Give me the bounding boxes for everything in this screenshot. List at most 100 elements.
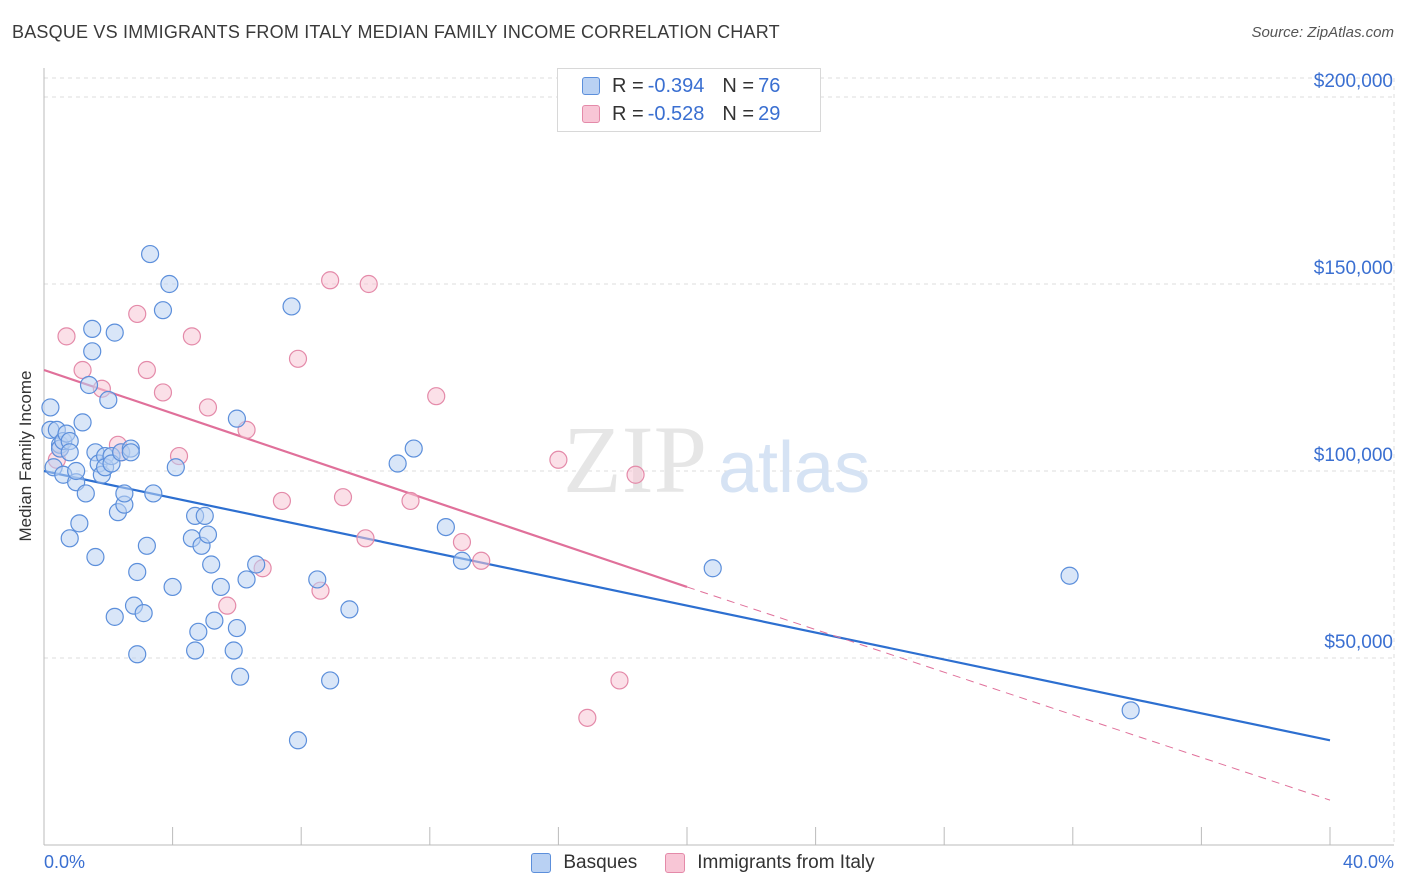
basque-point [60, 529, 79, 548]
italy-point [549, 450, 568, 469]
basque-legend-swatch [531, 853, 552, 873]
italy-trend-line [43, 368, 688, 588]
italy-point [272, 491, 292, 511]
basque-point [76, 484, 95, 503]
basque-swatch [582, 77, 600, 95]
watermark: ZIP atlas [563, 406, 870, 513]
r-label: R = [612, 102, 644, 125]
basque-point [140, 244, 160, 264]
legend-item-basques[interactable]: Basques [531, 852, 637, 874]
legend-row-basques: R = -0.394 N = 76 [582, 73, 798, 99]
basque-point [67, 461, 86, 481]
italy-point [578, 708, 597, 727]
axes [43, 68, 1394, 846]
basque-point [86, 547, 105, 567]
basque-point [205, 611, 224, 630]
basque-legend-label: Basques [563, 852, 638, 873]
basque-point [73, 413, 92, 432]
italy-point [356, 529, 375, 548]
basque-point [153, 301, 173, 320]
series-legend: Basques Immigrants from Italy [0, 852, 1406, 874]
italy-point [610, 671, 629, 690]
italy-point [128, 304, 147, 324]
y-tick-label: $150,000 [1314, 258, 1393, 279]
basque-point [231, 667, 250, 686]
basque-point [1060, 566, 1079, 585]
basque-point [321, 671, 340, 690]
basque-point [227, 618, 246, 638]
basque-point [83, 342, 102, 361]
stats-legend: R = -0.394 N = 76 R = -0.528 N = 29 [557, 68, 821, 132]
italy-point [153, 383, 173, 402]
legend-item-italy[interactable]: Immigrants from Italy [665, 852, 875, 874]
basque-point [436, 517, 455, 537]
italy-point [626, 465, 645, 484]
italy-swatch [582, 105, 600, 123]
watermark-atlas: atlas [718, 428, 870, 508]
y-tick-label: $200,000 [1314, 71, 1393, 92]
italy-point [182, 327, 201, 346]
basque-point [137, 536, 156, 555]
legend-row-italy: R = -0.528 N = 29 [582, 101, 798, 127]
italy-point [452, 532, 472, 552]
basque-point [224, 641, 243, 660]
basque-r-value: -0.394 [647, 74, 705, 97]
italy-point [333, 488, 353, 507]
basque-point [340, 600, 359, 619]
basque-point [134, 604, 153, 623]
y-tick-label: $100,000 [1314, 445, 1393, 466]
basque-point [404, 439, 423, 458]
watermark-zip: ZIP [563, 406, 707, 513]
italy-point [73, 360, 92, 380]
n-label: N = [722, 102, 755, 125]
basque-point [308, 570, 327, 589]
basque-point [211, 577, 230, 597]
basque-point [195, 506, 214, 525]
data-points [41, 244, 1140, 750]
x-tick-label-min: 0.0% [44, 852, 85, 872]
italy-point [57, 327, 76, 346]
italy-point [218, 596, 237, 615]
basque-point [166, 458, 185, 477]
italy-point [137, 360, 156, 380]
italy-r-value: -0.528 [647, 102, 705, 125]
basque-point [83, 319, 102, 338]
basque-n-value: 76 [758, 74, 781, 97]
italy-point [427, 387, 446, 406]
basque-point [189, 622, 208, 641]
basque-point [105, 323, 124, 342]
r-label: R = [612, 74, 644, 97]
basque-point [121, 443, 140, 462]
italy-n-value: 29 [758, 102, 781, 125]
basque-point [60, 443, 79, 462]
basque-point [1121, 701, 1140, 720]
basque-point [452, 551, 472, 570]
basque-point [128, 562, 147, 582]
italy-point [288, 349, 308, 368]
italy-point [401, 491, 420, 511]
chart-title: BASQUE VS IMMIGRANTS FROM ITALY MEDIAN F… [12, 22, 780, 42]
italy-point [472, 551, 491, 570]
basque-point [288, 731, 308, 750]
basque-point [186, 641, 205, 660]
basque-point [79, 375, 99, 395]
basque-point [163, 577, 182, 597]
basque-point [70, 514, 89, 533]
y-tick-label: $50,000 [1324, 632, 1393, 653]
basque-point [99, 390, 118, 410]
basque-point [282, 297, 301, 316]
italy-point [198, 398, 218, 417]
y-axis-title: Median Family Income [16, 370, 35, 542]
basque-point [160, 274, 179, 294]
basque-point [105, 607, 124, 626]
basque-point [128, 645, 147, 664]
basque-point [247, 555, 266, 574]
basque-point [237, 570, 256, 589]
italy-legend-swatch [665, 853, 686, 873]
italy-point [321, 271, 340, 290]
x-tick-label-max: 40.0% [1343, 852, 1394, 872]
basque-point [703, 559, 722, 578]
basque-point [144, 484, 163, 503]
italy-legend-label: Immigrants from Italy [697, 852, 875, 873]
